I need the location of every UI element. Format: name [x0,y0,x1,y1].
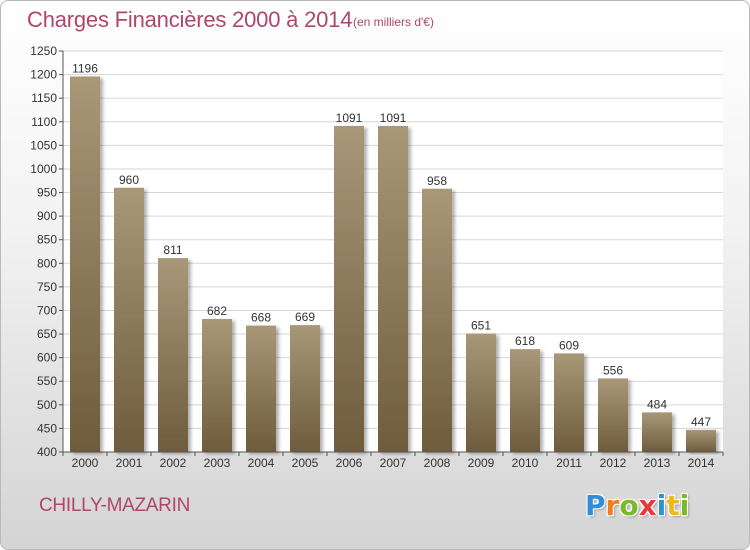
x-tick-label: 2006 [336,456,363,470]
x-tick-label: 2005 [292,456,319,470]
y-tick-label: 750 [37,280,57,294]
chart-title: Charges Financières 2000 à 2014 [27,7,353,32]
value-label: 651 [471,319,491,333]
bar-2011 [554,353,584,452]
value-label: 618 [515,334,535,348]
bar-2009 [466,333,496,452]
bar-2001 [114,187,144,452]
logo-letter: i [679,489,690,522]
bar-2002 [158,258,188,452]
bar-2014 [686,429,716,452]
y-tick-label: 1250 [30,44,57,58]
value-labels: 1196 960 811 682 668 669 1091 1091 958 651 618 609 5… [72,61,711,428]
y-tick-label: 1050 [30,138,57,152]
bar-2005 [290,325,320,452]
x-tick-label: 2003 [204,456,231,470]
logo-letter: r [605,489,620,522]
x-tick-label: 2013 [644,456,671,470]
y-tick-label: 650 [37,327,57,341]
y-tick-label: 400 [37,445,57,459]
x-axis: 2000 2001 2002 2003 2004 2005 2006 2007 2008 2009… [62,451,724,470]
x-tick-label: 2007 [380,456,407,470]
proxiti-logo[interactable]: Proxiti [585,489,689,522]
x-tick-label: 2000 [72,456,99,470]
x-tick-label: 2014 [688,456,715,470]
bar-2013 [642,412,672,452]
y-tick-label: 850 [37,233,57,247]
x-tick-label: 2008 [424,456,451,470]
bars [70,76,716,453]
value-label: 447 [691,415,711,429]
y-tick-label: 600 [37,351,57,365]
value-label: 1091 [336,111,363,125]
x-tick-label: 2002 [160,456,187,470]
y-tick-label: 1150 [31,91,57,105]
value-label: 609 [559,338,579,352]
y-tick-label: 1000 [30,162,57,176]
x-tick-label: 2010 [512,456,539,470]
value-label: 811 [163,243,182,257]
x-tick-label: 2011 [556,456,582,470]
x-tick-label: 2001 [116,456,143,470]
value-label: 669 [295,310,315,324]
bar-2006 [334,126,364,452]
value-label: 682 [207,304,227,318]
value-label: 668 [251,311,271,325]
value-label: 960 [119,173,139,187]
logo-letter: o [619,489,639,522]
y-tick-label: 550 [37,374,57,388]
value-label: 958 [427,174,447,188]
bar-2000 [70,76,100,453]
value-label: 1091 [380,111,407,125]
chart-subtitle: (en milliers d'€) [353,15,434,29]
y-axis: 400 450 500 550 600 650 700 750 800 850 900 950 1000… [30,44,64,459]
logo-letter: P [585,489,606,522]
x-tick-label: 2012 [600,456,627,470]
y-tick-label: 800 [37,256,57,270]
bar-2004 [246,325,276,452]
bar-2010 [510,349,540,452]
logo-letter: x [638,489,657,522]
x-tick-label: 2004 [248,456,275,470]
bar-2008 [422,188,452,452]
value-label: 556 [603,363,623,377]
y-tick-label: 1200 [30,68,57,82]
y-tick-label: 450 [37,421,57,435]
city-name: CHILLY-MAZARIN [39,495,191,516]
value-label: 484 [647,397,667,411]
value-label: 1196 [72,61,98,75]
y-tick-label: 500 [37,398,57,412]
bar-2012 [598,378,628,452]
bar-2003 [202,318,232,452]
y-tick-label: 950 [37,186,57,200]
logo-letter: t [666,489,680,522]
bar-2007 [378,126,408,452]
y-tick-label: 1100 [31,115,57,129]
x-tick-label: 2009 [468,456,495,470]
y-tick-label: 900 [37,209,57,223]
logo-letter: i [656,489,667,522]
y-tick-label: 700 [37,303,57,317]
